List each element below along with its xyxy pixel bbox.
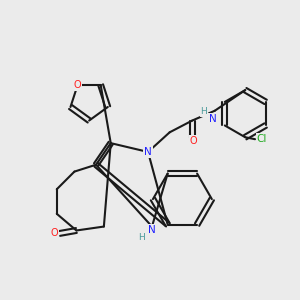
Text: N: N xyxy=(148,224,156,235)
Text: H: H xyxy=(138,233,145,242)
Text: O: O xyxy=(189,136,197,146)
Text: O: O xyxy=(74,80,81,90)
Text: N: N xyxy=(209,114,217,124)
Text: O: O xyxy=(51,228,59,239)
Text: H: H xyxy=(201,107,207,116)
Text: Cl: Cl xyxy=(257,134,267,144)
Text: N: N xyxy=(144,147,152,157)
